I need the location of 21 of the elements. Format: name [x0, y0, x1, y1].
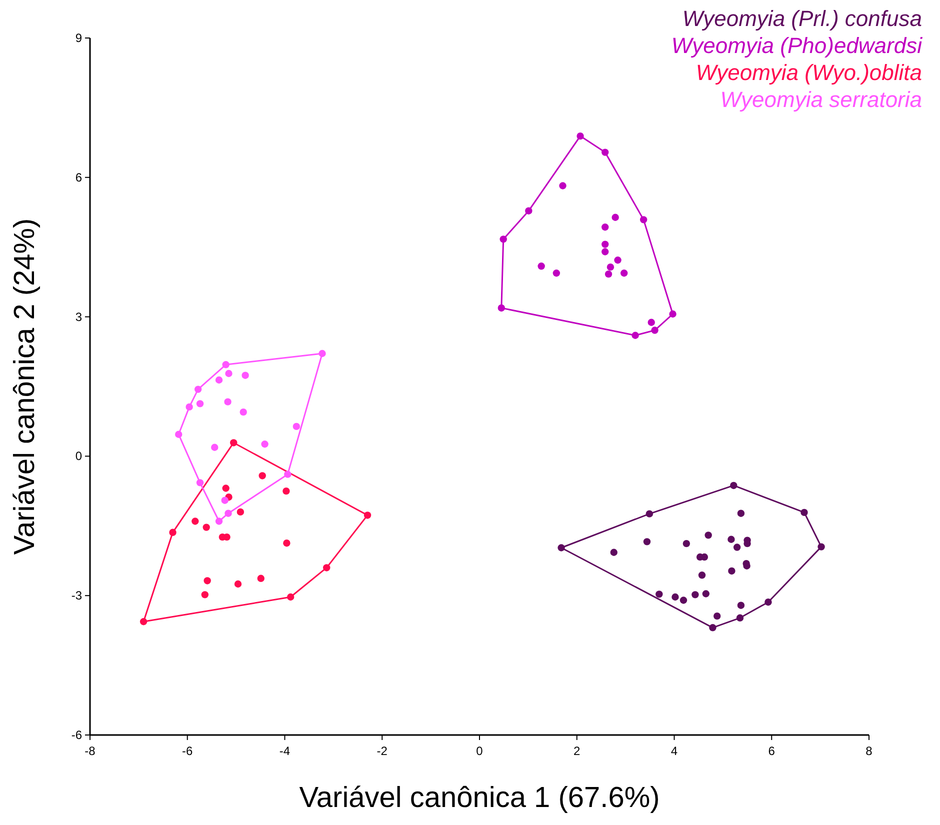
x-tick-label: -8: [84, 744, 96, 758]
x-axis-title: Variável canônica 1 (67.6%): [299, 782, 660, 814]
text: Wyeomyia serratoria: [720, 87, 922, 112]
text: Wyeomyia (Pho)edwardsi: [671, 33, 924, 58]
text: Wyeomyia (Wyo.)oblita: [696, 60, 922, 85]
y-tick-label: 3: [75, 310, 82, 324]
x-tick-label: 4: [670, 744, 678, 758]
x-tick-label: -4: [279, 744, 290, 758]
text: Wyeomyia (Prl.) confusa: [682, 6, 922, 31]
x-tick-label: 2: [574, 744, 581, 758]
y-tick-label: -3: [71, 588, 82, 603]
x-tick-label: -6: [182, 744, 194, 758]
x-tick-label: 0: [476, 744, 484, 758]
x-tick-label: 8: [866, 744, 873, 758]
y-tick-label: 6: [75, 170, 82, 184]
y-tick-label: 0: [75, 449, 82, 464]
y-tick-label: 9: [75, 31, 82, 45]
y-axis-title: Variável canônica 2 (24%): [9, 218, 41, 555]
y-tick-label: -6: [71, 728, 82, 742]
x-tick-label: 6: [768, 744, 776, 758]
x-tick-label: -2: [376, 744, 388, 758]
